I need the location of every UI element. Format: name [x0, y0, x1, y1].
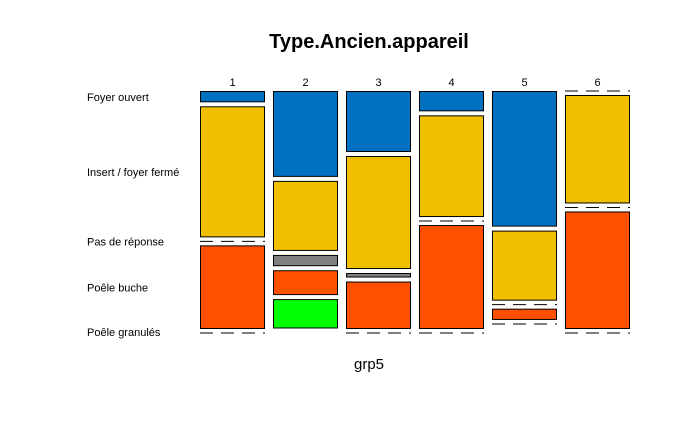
tile-5-insert-foyer-ferme [492, 230, 557, 301]
tile-2-insert-foyer-ferme [273, 180, 338, 251]
tile-2-foyer-ouvert [273, 91, 338, 177]
chart-title: Type.Ancien.appareil [269, 31, 469, 53]
tile-6-insert-foyer-ferme [565, 95, 630, 204]
tile-2-poele-granules [273, 299, 338, 329]
tile-1-foyer-ouvert [200, 91, 265, 103]
tile-6-poele-buche [565, 211, 630, 329]
tile-2-poele-buche [273, 270, 338, 296]
column-labels: 1 2 3 4 5 6 [229, 77, 600, 89]
column-label-6: 6 [594, 77, 600, 89]
mosaic-tiles [200, 90, 630, 334]
tile-3-foyer-ouvert [346, 91, 411, 153]
row-label-insert-foyer-ferme: Insert / foyer fermé [87, 167, 179, 179]
x-axis-label: grp5 [354, 356, 384, 373]
row-labels: Foyer ouvert Insert / foyer fermé Pas de r… [87, 92, 179, 339]
tile-4-foyer-ouvert [419, 91, 484, 112]
column-label-4: 4 [448, 77, 454, 89]
row-label-pas-de-reponse: Pas de réponse [87, 236, 164, 248]
row-label-poele-buche: Poêle buche [87, 282, 148, 294]
tile-1-insert-foyer-ferme [200, 106, 265, 238]
tile-3-poele-buche [346, 281, 411, 330]
row-label-poele-granules: Poêle granulés [87, 327, 161, 339]
tile-5-foyer-ouvert [492, 91, 557, 227]
column-label-2: 2 [302, 77, 308, 89]
tile-5-poele-buche [492, 308, 557, 320]
column-label-5: 5 [521, 77, 527, 89]
tile-2-pas-de-reponse [273, 254, 338, 267]
tile-1-poele-buche [200, 245, 265, 330]
tile-4-insert-foyer-ferme [419, 115, 484, 218]
column-label-3: 3 [375, 77, 381, 89]
tile-4-poele-buche [419, 225, 484, 329]
column-label-1: 1 [229, 77, 235, 89]
tile-3-insert-foyer-ferme [346, 156, 411, 270]
row-label-foyer-ouvert: Foyer ouvert [87, 92, 149, 104]
tile-3-pas-de-reponse [346, 273, 411, 278]
